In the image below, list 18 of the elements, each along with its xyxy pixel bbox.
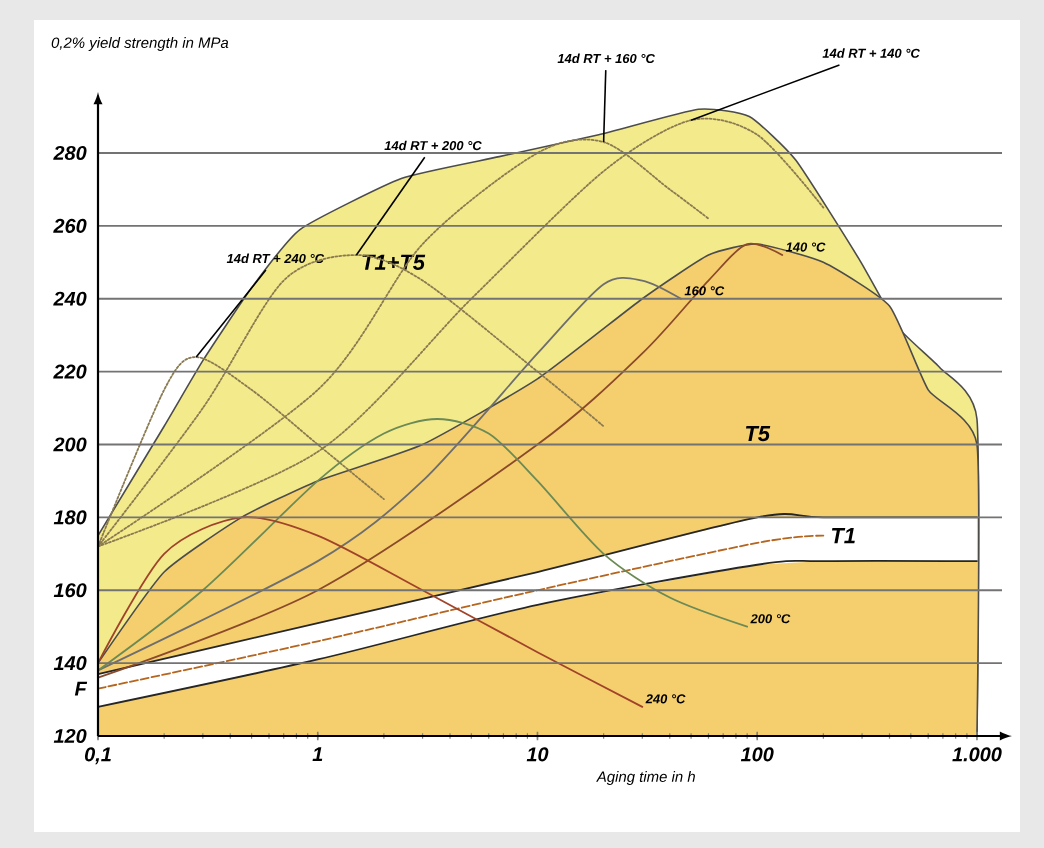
series-label: T1+T5 bbox=[362, 254, 426, 270]
y-tick-label: F bbox=[74, 681, 88, 696]
x-tick-label: 1.000 bbox=[952, 747, 1002, 762]
x-tick-label: 0,1 bbox=[84, 747, 111, 765]
y-tick-label: 280 bbox=[53, 145, 87, 161]
y-tick-label: 200 bbox=[53, 437, 87, 452]
y-tick-label: 240 bbox=[53, 291, 87, 306]
y-tick-label: 120 bbox=[53, 728, 87, 744]
x-tick-label: 1 bbox=[312, 747, 323, 761]
y-tick-label: 180 bbox=[53, 510, 87, 525]
y-tick-label: 160 bbox=[53, 583, 87, 598]
series-label: T1 bbox=[831, 528, 855, 544]
y-tick-label: 220 bbox=[53, 364, 87, 379]
y-tick-label: 260 bbox=[53, 218, 87, 233]
x-tick-label: 10 bbox=[526, 747, 549, 762]
y-tick-label: 140 bbox=[53, 656, 87, 671]
x-tick-label: 100 bbox=[740, 747, 774, 762]
series-label: T5 bbox=[745, 425, 771, 442]
